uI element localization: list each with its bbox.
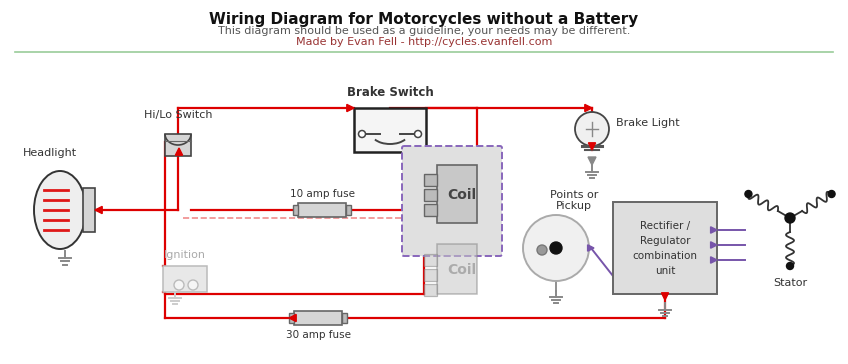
FancyBboxPatch shape	[402, 146, 502, 256]
Text: combination: combination	[633, 251, 698, 261]
Ellipse shape	[34, 171, 86, 249]
Text: 10 amp fuse: 10 amp fuse	[289, 189, 354, 199]
Circle shape	[745, 190, 752, 198]
Circle shape	[537, 245, 547, 255]
Circle shape	[523, 215, 589, 281]
Text: Regulator: Regulator	[639, 236, 690, 246]
Bar	[83, 188, 95, 232]
Bar	[424, 284, 437, 296]
Text: Rectifier /: Rectifier /	[640, 221, 690, 231]
Bar	[424, 269, 437, 281]
Text: Wiring Diagram for Motorcycles without a Battery: Wiring Diagram for Motorcycles without a…	[209, 12, 639, 27]
Bar	[613, 202, 717, 294]
Circle shape	[828, 190, 835, 198]
Circle shape	[550, 242, 562, 254]
Text: Made by Evan Fell - http://cycles.evanfell.com: Made by Evan Fell - http://cycles.evanfe…	[296, 37, 552, 47]
Circle shape	[575, 112, 609, 146]
Polygon shape	[585, 104, 592, 112]
Polygon shape	[588, 245, 594, 251]
Circle shape	[786, 262, 794, 269]
Bar	[165, 134, 191, 156]
Circle shape	[785, 213, 795, 223]
Bar	[424, 254, 437, 266]
Text: Headlight: Headlight	[23, 148, 77, 158]
Bar	[294, 311, 342, 325]
Polygon shape	[95, 206, 103, 214]
Text: unit: unit	[655, 266, 675, 276]
Bar	[293, 205, 298, 215]
Text: Stator: Stator	[773, 278, 807, 288]
Polygon shape	[661, 293, 668, 300]
Text: Hi/Lo Switch: Hi/Lo Switch	[144, 110, 212, 120]
Polygon shape	[588, 157, 596, 165]
Text: Ignition: Ignition	[164, 250, 206, 260]
Polygon shape	[289, 314, 296, 322]
Bar	[298, 203, 346, 217]
Circle shape	[188, 280, 198, 290]
Polygon shape	[176, 148, 182, 155]
Bar	[437, 165, 477, 223]
Bar	[424, 174, 437, 186]
Polygon shape	[589, 143, 595, 150]
Circle shape	[174, 280, 184, 290]
Bar	[437, 244, 477, 294]
Text: Brake Switch: Brake Switch	[347, 86, 433, 99]
Text: 30 amp fuse: 30 amp fuse	[286, 330, 350, 340]
Circle shape	[415, 131, 421, 138]
Polygon shape	[711, 257, 717, 263]
Text: Coil: Coil	[448, 188, 477, 202]
Circle shape	[359, 131, 365, 138]
Text: Pickup: Pickup	[556, 201, 592, 211]
Polygon shape	[711, 242, 717, 248]
Polygon shape	[347, 104, 354, 112]
Text: Coil: Coil	[448, 263, 477, 277]
Text: Brake Light: Brake Light	[616, 118, 679, 128]
Polygon shape	[711, 227, 717, 233]
Bar	[424, 204, 437, 216]
Text: Points or: Points or	[550, 190, 598, 200]
Bar	[346, 205, 351, 215]
Text: This diagram should be used as a guideline, your needs may be different.: This diagram should be used as a guideli…	[218, 26, 630, 36]
Bar	[342, 313, 347, 323]
Bar	[163, 266, 207, 292]
Bar	[354, 108, 426, 152]
Bar	[424, 189, 437, 201]
Bar	[289, 313, 294, 323]
